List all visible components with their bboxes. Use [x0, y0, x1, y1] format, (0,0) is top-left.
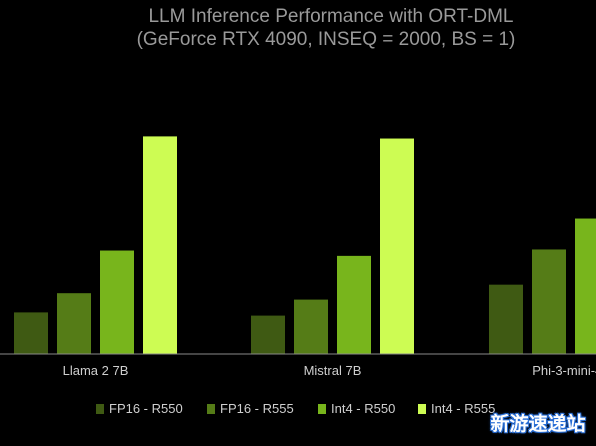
legend-swatch [318, 404, 326, 414]
chart-title: LLM Inference Performance with ORT-DML [148, 6, 513, 27]
bar-1-4 [143, 136, 177, 354]
category-labels: Llama 2 7B Mistral 7B Phi-3-mini-4k [63, 363, 596, 378]
legend-item: FP16 - R555 [207, 401, 294, 416]
bar-2-3 [337, 255, 371, 354]
category-label: Llama 2 7B [63, 363, 129, 378]
legend-label: Int4 - R550 [331, 401, 395, 416]
legend-swatch [418, 404, 426, 414]
bar-3-2 [532, 249, 566, 354]
bar-3-1 [489, 284, 523, 354]
category-label: Phi-3-mini-4k [532, 363, 596, 378]
bar-1-3 [100, 250, 134, 354]
bar-3-3 [575, 218, 596, 354]
watermark-logo: 新游速递站 [490, 413, 586, 435]
legend: FP16 - R550 FP16 - R555 Int4 - R550 Int4 - … [96, 401, 495, 416]
bar-1-2 [57, 293, 91, 354]
bar-2-1 [251, 315, 285, 354]
legend-label: FP16 - R550 [109, 401, 183, 416]
legend-label: FP16 - R555 [220, 401, 294, 416]
bar-1-1 [14, 312, 48, 354]
legend-swatch [207, 404, 215, 414]
bar-2-2 [294, 299, 328, 354]
legend-label: Int4 - R555 [431, 401, 495, 416]
chart-subtitle: (GeForce RTX 4090, INSEQ = 2000, BS = 1) [137, 29, 516, 50]
legend-swatch [96, 404, 104, 414]
bar-2-4 [380, 138, 414, 354]
bars-group [14, 136, 596, 354]
category-label: Mistral 7B [304, 363, 362, 378]
legend-item: FP16 - R550 [96, 401, 183, 416]
legend-item: Int4 - R555 [418, 401, 495, 416]
legend-item: Int4 - R550 [318, 401, 395, 416]
